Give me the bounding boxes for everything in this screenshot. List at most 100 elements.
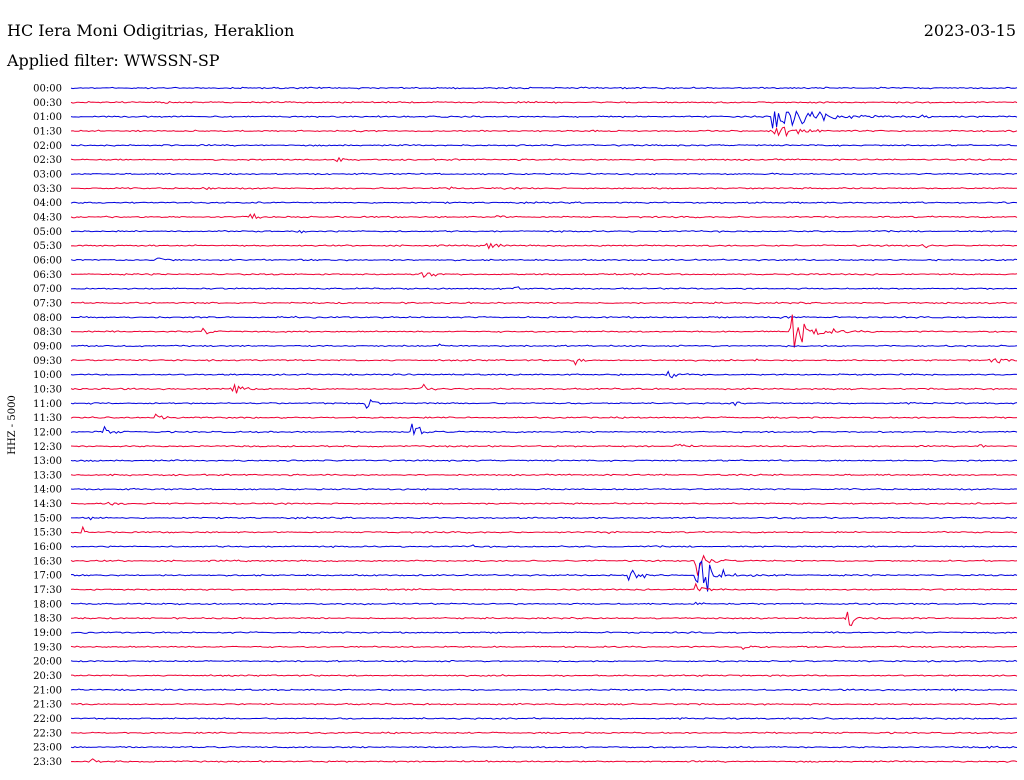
time-tick-label: 08:00 [33, 313, 62, 324]
time-tick-label: 16:00 [33, 542, 62, 553]
time-tick-label: 15:00 [33, 513, 62, 524]
time-tick-label: 16:30 [33, 556, 62, 567]
trace-0000 [70, 86, 1018, 90]
trace-1400 [70, 487, 1018, 491]
trace-lines [70, 86, 1018, 763]
trace-0100 [70, 110, 1018, 129]
trace-0330 [70, 186, 1017, 191]
time-tick-label: 02:30 [33, 155, 62, 166]
time-tick-label: 12:00 [33, 427, 62, 438]
trace-2330 [70, 758, 1018, 763]
trace-1830 [70, 611, 1018, 627]
time-tick-label: 10:30 [33, 384, 62, 395]
trace-0800 [71, 315, 1018, 319]
time-tick-label: 23:00 [33, 743, 62, 754]
trace-0300 [70, 172, 1018, 176]
time-tick-label: 15:30 [33, 528, 62, 539]
trace-1900 [70, 631, 1018, 634]
trace-1730 [70, 582, 1018, 592]
time-tick-label: 14:30 [33, 499, 62, 510]
time-tick-label: 17:30 [33, 585, 62, 596]
trace-1000 [70, 370, 1018, 379]
trace-1500 [71, 516, 1018, 521]
time-tick-label: 20:30 [33, 671, 62, 682]
trace-0700 [70, 286, 1018, 290]
trace-2130 [70, 702, 1018, 706]
trace-2100 [70, 688, 1018, 692]
trace-0400 [70, 201, 1018, 205]
trace-0130 [70, 126, 1018, 138]
trace-2030 [71, 674, 1018, 678]
trace-1230 [70, 443, 1018, 448]
time-tick-label: 18:00 [33, 599, 62, 610]
trace-0930 [70, 358, 1018, 366]
trace-0500 [70, 229, 1018, 234]
time-tick-label: 21:00 [33, 685, 62, 696]
trace-1430 [71, 501, 1018, 506]
trace-0530 [70, 242, 1018, 250]
time-tick-label: 03:30 [33, 184, 62, 195]
trace-0430 [70, 212, 1018, 220]
time-tick-label: 22:00 [33, 714, 62, 725]
time-tick-label: 13:30 [33, 470, 62, 481]
channel-axis-label: HHZ - 5000 [7, 395, 18, 455]
trace-0030 [70, 100, 1018, 104]
time-tick-label: 06:30 [33, 270, 62, 281]
time-tick-label: 22:30 [33, 728, 62, 739]
trace-1100 [70, 398, 1018, 409]
time-tick-label: 14:00 [33, 485, 62, 496]
trace-0230 [70, 156, 1017, 163]
time-tick-label: 18:30 [33, 614, 62, 625]
time-tick-label: 10:00 [33, 370, 62, 381]
time-tick-label: 19:30 [33, 642, 62, 653]
trace-2300 [70, 745, 1018, 749]
time-tick-label: 04:30 [33, 212, 62, 223]
trace-1630 [70, 554, 1018, 576]
trace-1600 [70, 544, 1018, 549]
trace-0600 [70, 257, 1018, 262]
trace-1530 [70, 525, 1018, 535]
trace-0200 [70, 143, 1018, 147]
trace-1700 [70, 560, 1018, 592]
time-tick-label: 11:00 [33, 399, 62, 410]
time-tick-label: 12:30 [33, 442, 62, 453]
filter-label: Applied filter: WWSSN-SP [6, 51, 220, 70]
time-tick-label: 00:00 [33, 84, 62, 95]
trace-2230 [70, 731, 1018, 735]
time-tick-label: 21:30 [33, 700, 62, 711]
trace-1030 [70, 383, 1018, 394]
trace-0900 [70, 343, 1018, 348]
time-tick-label: 08:30 [33, 327, 62, 338]
time-tick-label: 06:00 [33, 255, 62, 266]
time-tick-label: 01:30 [33, 126, 62, 137]
trace-1200 [70, 423, 1018, 437]
date-label: 2023-03-15 [924, 21, 1016, 40]
time-tick-labels: 00:00 00:30 01:00 01:30 02:00 02:30 03:00 03:30… [33, 84, 62, 769]
time-tick-label: 05:30 [33, 241, 62, 252]
trace-1130 [70, 413, 1018, 420]
time-tick-label: 00:30 [33, 98, 62, 109]
time-tick-label: 17:00 [33, 571, 62, 582]
time-tick-label: 04:00 [33, 198, 62, 209]
time-tick-label: 09:30 [33, 356, 62, 367]
trace-2000 [70, 659, 1018, 663]
trace-0630 [70, 271, 1018, 279]
time-tick-label: 23:30 [33, 757, 62, 768]
time-tick-label: 02:00 [33, 141, 62, 152]
trace-2200 [70, 716, 1018, 721]
time-tick-label: 03:00 [33, 169, 62, 180]
trace-1300 [70, 459, 1018, 462]
trace-0830 [70, 314, 1018, 348]
trace-1800 [70, 601, 1018, 606]
time-tick-label: 07:00 [33, 284, 62, 295]
time-tick-label: 13:00 [33, 456, 62, 467]
time-tick-label: 11:30 [33, 413, 62, 424]
time-tick-label: 09:00 [33, 341, 62, 352]
station-title: HC Iera Moni Odigitrias, Heraklion [7, 21, 294, 40]
time-tick-label: 19:00 [33, 628, 62, 639]
trace-0730 [70, 301, 1018, 305]
trace-1930 [70, 645, 1017, 650]
time-tick-label: 01:00 [33, 112, 62, 123]
time-tick-label: 05:00 [33, 227, 62, 238]
